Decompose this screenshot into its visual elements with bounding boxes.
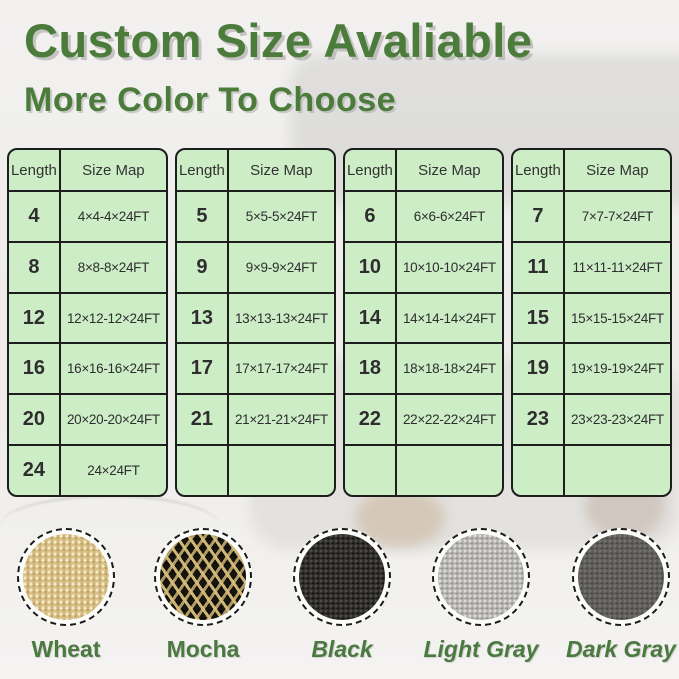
size-map-cell: 8×8-8×24FT: [60, 240, 166, 292]
fabric-texture-black: [299, 534, 385, 620]
length-cell: 7: [513, 190, 565, 241]
swatch-circle-mocha: [154, 528, 252, 626]
size-table-3: Length Size Map 6 6×6-6×24FT 10 10×10-10×24FT…: [343, 148, 504, 497]
swatch-label-dark-gray: Dark Gray: [566, 636, 676, 662]
size-map-column-header: Size Map: [418, 161, 481, 179]
size-map-cell: 19×19-19×24FT: [564, 342, 670, 393]
length-cell: 9: [177, 240, 229, 292]
size-map-cell: 5×5-5×24FT: [228, 190, 334, 241]
size-map-cell: [564, 444, 670, 495]
length-cell: 13: [177, 291, 229, 343]
swatch-circle-wheat: [17, 528, 115, 626]
swatch-dark-gray: Dark Gray: [561, 528, 679, 663]
swatch-circle-black: [293, 528, 391, 626]
swatch-circle-dark-gray: [572, 528, 670, 626]
swatch-label-mocha: Mocha: [166, 636, 240, 662]
length-cell: 21: [177, 393, 229, 445]
swatch-circle-light-gray: [432, 528, 530, 626]
size-map-cell: 12×12-12×24FT: [60, 291, 166, 343]
length-cell: 19: [513, 342, 565, 394]
length-cell: [345, 444, 397, 495]
length-cell: [177, 444, 229, 495]
length-cell: 20: [9, 393, 61, 445]
size-map-column-header: Size Map: [250, 161, 313, 179]
page-title: Custom Size Avaliable: [24, 14, 533, 67]
size-map-column-header: Size Map: [82, 161, 145, 179]
size-map-cell: 22×22-22×24FT: [396, 393, 502, 444]
length-cell: 12: [9, 291, 61, 343]
length-cell: 17: [177, 342, 229, 394]
size-map-cell: 23×23-23×24FT: [564, 393, 670, 444]
size-map-cell: 6×6-6×24FT: [396, 190, 502, 241]
size-map-column-header: Size Map: [586, 161, 649, 179]
swatch-label-light-gray: Light Gray: [423, 636, 539, 662]
size-map-cell: 13×13-13×24FT: [228, 291, 334, 343]
length-cell: 14: [345, 291, 397, 343]
color-swatches: Wheat Mocha Black Light Gray Dark Gray: [0, 528, 679, 668]
swatch-wheat: Wheat: [6, 528, 126, 663]
swatch-black: Black: [282, 528, 402, 663]
fabric-texture-wheat: [23, 534, 109, 620]
size-map-cell: 11×11-11×24FT: [564, 240, 670, 292]
size-table-1: Length Size Map 4 4×4-4×24FT 8 8×8-8×24FT 12 12…: [7, 148, 168, 497]
size-map-cell: 16×16-16×24FT: [60, 342, 166, 393]
size-table-4: Length Size Map 7 7×7-7×24FT 11 11×11-11×24FT…: [511, 148, 672, 497]
swatch-label-wheat: Wheat: [31, 636, 101, 662]
size-map-cell: 10×10-10×24FT: [396, 240, 502, 292]
size-map-cell: 9×9-9×24FT: [228, 240, 334, 292]
swatch-mocha: Mocha: [143, 528, 263, 663]
size-map-cell: [228, 444, 334, 495]
swatch-label-black: Black: [311, 636, 373, 662]
size-map-cell: 17×17-17×24FT: [228, 342, 334, 393]
length-cell: 24: [9, 444, 61, 495]
size-map-cell: 7×7-7×24FT: [564, 190, 670, 241]
fabric-texture-mocha: [160, 534, 246, 620]
fabric-texture-light-gray: [438, 534, 524, 620]
length-cell: 8: [9, 240, 61, 292]
length-column-header: Length: [513, 150, 565, 190]
size-map-cell: 18×18-18×24FT: [396, 342, 502, 393]
size-tables: Length Size Map 4 4×4-4×24FT 8 8×8-8×24FT 12 12…: [7, 148, 672, 497]
page-subtitle: More Color To Choose: [24, 81, 397, 119]
length-cell: 4: [9, 190, 61, 241]
length-cell: 5: [177, 190, 229, 241]
size-table-2: Length Size Map 5 5×5-5×24FT 9 9×9-9×24FT 13 13…: [175, 148, 336, 497]
size-map-cell: 4×4-4×24FT: [60, 190, 166, 241]
length-cell: 10: [345, 240, 397, 292]
size-map-cell: 14×14-14×24FT: [396, 291, 502, 343]
length-cell: 23: [513, 393, 565, 445]
size-map-cell: 21×21-21×24FT: [228, 393, 334, 444]
fabric-texture-dark-gray: [578, 534, 664, 620]
size-map-cell: 24×24FT: [60, 444, 166, 495]
length-cell: 6: [345, 190, 397, 241]
length-cell: 18: [345, 342, 397, 394]
length-cell: 16: [9, 342, 61, 394]
length-cell: [513, 444, 565, 495]
length-cell: 22: [345, 393, 397, 445]
size-map-cell: [396, 444, 502, 495]
length-column-header: Length: [345, 150, 397, 190]
length-column-header: Length: [177, 150, 229, 190]
size-map-cell: 20×20-20×24FT: [60, 393, 166, 444]
length-cell: 15: [513, 291, 565, 343]
length-cell: 11: [513, 240, 565, 292]
swatch-light-gray: Light Gray: [421, 528, 541, 663]
size-map-cell: 15×15-15×24FT: [564, 291, 670, 343]
length-column-header: Length: [9, 150, 61, 190]
